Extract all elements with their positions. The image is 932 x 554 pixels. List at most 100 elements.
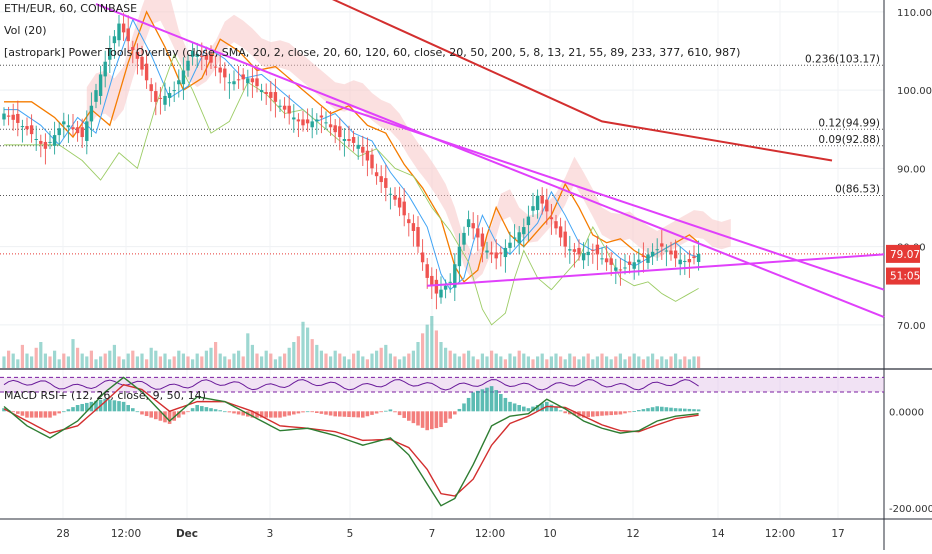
candle-body xyxy=(646,254,650,263)
volume-bar xyxy=(319,350,323,368)
candle-body xyxy=(43,141,48,149)
volume-bar xyxy=(250,344,254,368)
candle-body xyxy=(181,70,186,85)
macd-histogram-bar xyxy=(342,411,347,417)
volume-bar xyxy=(16,359,20,368)
volume-bar xyxy=(674,353,678,368)
volume-bar xyxy=(324,353,328,368)
candle-body xyxy=(535,195,540,211)
candle-body xyxy=(577,247,581,255)
macd-histogram-bar xyxy=(604,411,609,416)
volume-bar xyxy=(43,353,47,368)
macd-histogram-bar xyxy=(108,399,112,412)
macd-histogram-bar xyxy=(448,411,452,419)
macd-histogram-bar xyxy=(103,398,107,412)
candle-body xyxy=(154,91,158,102)
candle-body xyxy=(223,68,227,78)
volume-bar xyxy=(39,342,43,368)
candle-body xyxy=(462,232,466,245)
candle-body xyxy=(494,252,498,259)
volume-bar xyxy=(209,347,213,368)
volume-bar xyxy=(338,353,342,368)
candle-body xyxy=(416,227,420,247)
candle-body xyxy=(103,61,107,77)
volume-bar xyxy=(163,353,167,368)
candle-body xyxy=(365,150,370,161)
volume-bar xyxy=(375,350,379,368)
macd-histogram-bar xyxy=(687,408,692,412)
candle-body xyxy=(287,105,291,114)
macd-histogram-bar xyxy=(407,411,411,421)
macd-histogram-bar xyxy=(489,386,494,412)
volume-bar xyxy=(655,359,659,368)
volume-bar xyxy=(310,339,314,368)
macd-histogram-bar xyxy=(16,411,20,414)
volume-bar xyxy=(467,350,471,368)
macd-histogram-bar xyxy=(149,411,153,418)
volume-bar xyxy=(641,359,645,368)
macd-histogram-bar xyxy=(499,394,503,412)
candle-body xyxy=(356,144,360,149)
candle-body xyxy=(448,281,452,283)
volume-bar xyxy=(586,353,590,368)
macd-histogram-bar xyxy=(66,409,71,412)
macd-histogram-bar xyxy=(181,411,186,415)
candle-body xyxy=(310,121,314,128)
volume-bar xyxy=(425,324,429,368)
volume-bar xyxy=(453,353,457,368)
candle-body xyxy=(545,199,549,212)
volume-bar xyxy=(687,359,691,368)
macd-histogram-bar xyxy=(568,411,572,415)
macd-histogram-bar xyxy=(121,401,126,412)
macd-histogram-bar xyxy=(264,411,268,418)
macd-histogram-bar xyxy=(471,392,475,412)
macd-histogram-bar xyxy=(131,408,135,412)
candle-body xyxy=(604,258,609,263)
candle-body xyxy=(692,256,696,259)
candle-body xyxy=(108,49,112,60)
volume-bar xyxy=(628,356,632,368)
macd-histogram-bar xyxy=(11,411,15,413)
volume-bar xyxy=(457,356,461,368)
volume-bar xyxy=(283,353,287,368)
volume-bar xyxy=(145,359,149,368)
candle-body xyxy=(554,221,558,229)
candle-body xyxy=(397,197,402,208)
candle-body xyxy=(669,250,673,255)
macd-histogram-bar xyxy=(287,411,291,416)
macd-histogram-bar xyxy=(618,411,623,415)
volume-bar xyxy=(646,356,650,368)
last-price-tag xyxy=(886,244,920,263)
candle-body xyxy=(66,125,71,128)
volume-bar xyxy=(605,356,609,368)
candle-body xyxy=(20,126,25,128)
volume-bar xyxy=(172,356,176,368)
candle-body xyxy=(269,92,273,98)
candle-body xyxy=(434,279,439,294)
volume-bar xyxy=(678,359,682,368)
volume-bar xyxy=(476,359,480,368)
macd-histogram-bar xyxy=(517,405,521,412)
candle-body xyxy=(425,264,429,278)
volume-bar xyxy=(430,316,434,368)
volume-bar xyxy=(195,353,199,368)
macd-histogram-bar xyxy=(646,408,650,412)
ma-blue xyxy=(4,18,699,291)
volume-bar xyxy=(260,356,264,368)
candle-body xyxy=(499,252,503,254)
volume-bar xyxy=(559,356,563,368)
x-tick-label: 12:00 xyxy=(475,528,505,540)
volume-bar xyxy=(582,356,586,368)
candle-body xyxy=(39,140,43,144)
volume-bar xyxy=(168,359,172,368)
macd-histogram-bar xyxy=(365,411,370,417)
volume-bar xyxy=(365,359,369,368)
candle-body xyxy=(407,219,411,224)
volume-bar xyxy=(444,347,448,368)
volume-bar xyxy=(416,342,420,368)
volume-bar xyxy=(214,342,218,368)
trendline-ascending-support xyxy=(427,253,885,287)
macd-histogram-bar xyxy=(563,411,567,414)
candle-body xyxy=(388,193,393,195)
